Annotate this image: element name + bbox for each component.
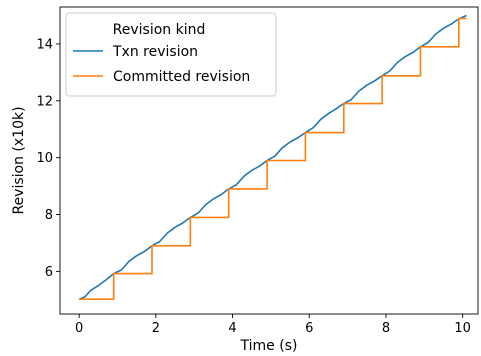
x-tick-label: 8 [382,321,390,336]
x-tick-label: 10 [454,321,471,336]
series-line-committed-revision [79,17,467,301]
legend-title: Revision kind [113,22,206,38]
x-tick-label: 4 [228,321,236,336]
plot-layer [78,14,467,301]
y-tick-label: 6 [45,265,53,280]
legend-label-txn-revision: Txn revision [112,44,198,60]
series-line-txn-revision [78,14,467,300]
axes-frame [59,6,479,315]
x-tick-label: 0 [75,321,83,336]
y-tick-label: 12 [36,94,53,109]
y-tick-label: 14 [36,37,53,52]
x-tick-label: 2 [152,321,160,336]
axes-layer: 0 2 4 6 8 10 6 8 10 12 14 [36,6,479,336]
y-axis-label: Revision (x10k) [11,106,27,214]
x-tick-label: 6 [305,321,313,336]
y-tick-label: 10 [36,151,53,166]
legend-box [65,12,277,97]
y-tick-label: 8 [45,208,53,223]
legend-label-committed-revision: Committed revision [113,69,250,85]
legend: Revision kind Txn revision Committed rev… [65,12,277,97]
x-axis-label: Time (s) [240,338,298,354]
